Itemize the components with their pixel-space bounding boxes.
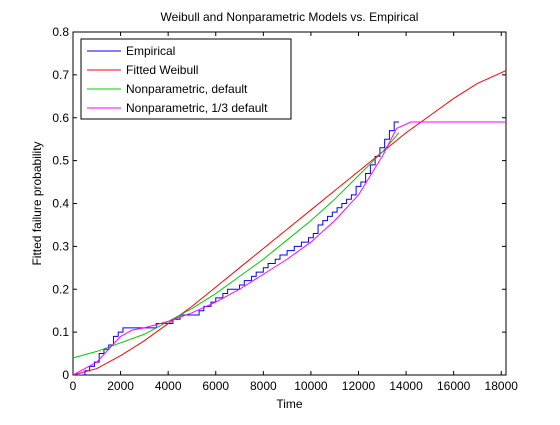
y-tick-label: 0.7 (52, 68, 69, 82)
series-line-empirical (73, 121, 399, 375)
x-tick-label: 16000 (437, 379, 471, 393)
x-tick-label: 14000 (389, 379, 423, 393)
y-tick-label: 0.6 (52, 111, 69, 125)
legend-label: Empirical (126, 44, 175, 58)
legend: Empirical Fitted Weibull Nonparametric, de… (80, 38, 292, 120)
legend-label: Nonparametric, default (126, 82, 248, 96)
chart-title: Weibull and Nonparametric Models vs. Emp… (161, 10, 419, 24)
legend-label: Nonparametric, 1/3 default (126, 101, 268, 115)
y-tick-label: 0 (62, 368, 69, 382)
y-tick-label: 0.1 (52, 325, 69, 339)
legend-box (80, 38, 292, 120)
x-tick-label: 8000 (250, 379, 277, 393)
x-tick-label: 4000 (155, 379, 182, 393)
series-line-nonparametric-1-3-default (73, 121, 506, 375)
series-line-fitted-weibull (73, 70, 506, 375)
series-layer (73, 70, 506, 375)
tick-marks (72, 31, 506, 376)
y-tick-label: 0.2 (52, 282, 69, 296)
y-tick-label: 0.5 (52, 154, 69, 168)
y-tick-label: 0.8 (52, 25, 69, 39)
x-axis-label: Time (276, 397, 303, 411)
y-tick-label: 0.3 (52, 239, 69, 253)
y-tick-label: 0.4 (52, 197, 69, 211)
tick-labels: 0 2000 4000 6000 8000 10000 12000 14000 16000 180… (52, 25, 518, 393)
x-tick-label: 0 (70, 379, 77, 393)
x-tick-label: 18000 (485, 379, 519, 393)
x-tick-label: 2000 (107, 379, 134, 393)
legend-label: Fitted Weibull (126, 63, 198, 77)
x-tick-label: 6000 (202, 379, 229, 393)
x-tick-label: 10000 (294, 379, 328, 393)
x-tick-label: 12000 (342, 379, 376, 393)
series-line-nonparametric-default (73, 132, 400, 359)
y-axis-label: Fitted failure probability (30, 141, 44, 265)
